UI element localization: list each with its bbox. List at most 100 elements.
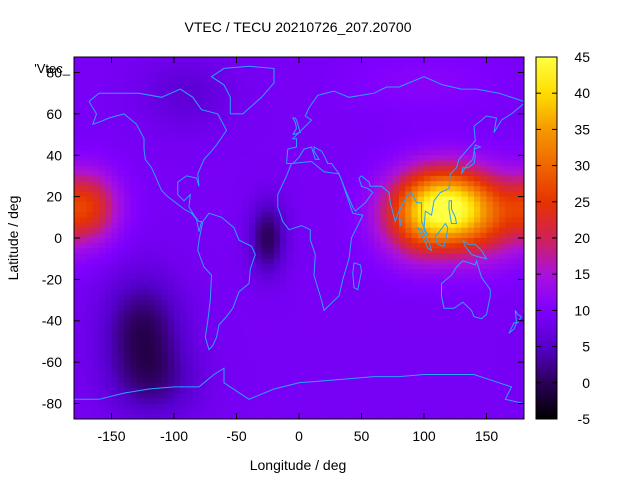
heatmap-cell <box>374 62 381 68</box>
heatmap-cell <box>180 398 188 405</box>
heatmap-cell <box>199 320 206 327</box>
heatmap-cell <box>380 113 388 120</box>
heatmap-cell <box>474 289 481 296</box>
heatmap-cell <box>424 274 431 280</box>
heatmap-cell <box>449 175 456 182</box>
heatmap-cell <box>424 67 431 74</box>
heatmap-cell <box>436 191 444 198</box>
heatmap-cell <box>380 227 388 234</box>
heatmap-cell <box>217 150 225 156</box>
heatmap-cell <box>74 67 81 74</box>
heatmap-cell <box>424 294 431 301</box>
heatmap-cell <box>405 160 413 167</box>
heatmap-cell <box>86 82 94 89</box>
heatmap-cell <box>99 72 106 79</box>
heatmap-cell <box>380 88 388 94</box>
heatmap-cell <box>417 238 425 244</box>
heatmap-cell <box>305 170 313 177</box>
heatmap-cell <box>274 362 281 368</box>
heatmap-cell <box>411 206 419 213</box>
heatmap-cell <box>430 362 438 368</box>
heatmap-cell <box>142 393 150 399</box>
heatmap-cell <box>480 341 488 348</box>
heatmap-cell <box>355 206 363 213</box>
heatmap-cell <box>449 315 456 322</box>
heatmap-cell <box>492 356 500 363</box>
heatmap-cell <box>424 124 431 130</box>
heatmap-cell <box>99 320 106 327</box>
heatmap-cell <box>130 263 138 270</box>
heatmap-cell <box>467 238 475 244</box>
heatmap-cell <box>355 336 363 343</box>
heatmap-cell <box>305 155 313 162</box>
heatmap-cell <box>317 62 325 68</box>
heatmap-cell <box>511 212 519 218</box>
heatmap-cell <box>405 108 413 115</box>
heatmap-cell <box>161 269 169 275</box>
heatmap-cell <box>280 191 288 198</box>
heatmap-cell <box>236 93 244 99</box>
heatmap-cell <box>186 351 194 358</box>
heatmap-cell <box>255 72 263 79</box>
heatmap-cell <box>274 263 281 270</box>
heatmap-cell <box>499 305 506 311</box>
heatmap-cell <box>449 362 456 368</box>
heatmap-cell <box>261 315 269 322</box>
heatmap-cell <box>167 408 175 415</box>
heatmap-cell <box>274 98 281 105</box>
heatmap-cell <box>274 227 281 234</box>
heatmap-cell <box>242 372 250 379</box>
heatmap-cell <box>80 170 88 177</box>
heatmap-cell <box>230 413 238 419</box>
heatmap-cell <box>380 315 388 322</box>
heatmap-cell <box>230 398 238 405</box>
heatmap-cell <box>274 165 281 172</box>
heatmap-cell <box>492 124 500 130</box>
heatmap-cell <box>486 175 494 182</box>
heatmap-cell <box>86 377 94 384</box>
heatmap-cell <box>461 212 469 218</box>
heatmap-cell <box>324 165 331 172</box>
heatmap-cell <box>342 212 350 218</box>
heatmap-cell <box>174 150 181 156</box>
heatmap-cell <box>74 98 81 105</box>
heatmap-cell <box>230 196 238 203</box>
heatmap-cell <box>267 191 275 198</box>
heatmap-cell <box>80 72 88 79</box>
heatmap-cell <box>230 160 238 167</box>
heatmap-cell <box>186 305 194 311</box>
heatmap-cell <box>492 191 500 198</box>
heatmap-cell <box>292 320 300 327</box>
heatmap-cell <box>411 336 419 343</box>
heatmap-cell <box>436 362 444 368</box>
heatmap-cell <box>111 72 119 79</box>
heatmap-cell <box>105 191 113 198</box>
heatmap-cell <box>199 243 206 249</box>
heatmap-cell <box>330 331 338 337</box>
heatmap-cell <box>361 62 369 68</box>
heatmap-cell <box>74 82 81 89</box>
heatmap-cell <box>505 119 513 125</box>
heatmap-cell <box>492 62 500 68</box>
heatmap-cell <box>461 144 469 151</box>
heatmap-cell <box>261 82 269 89</box>
heatmap-cell <box>180 57 188 63</box>
heatmap-cell <box>111 398 119 405</box>
heatmap-cell <box>486 227 494 234</box>
heatmap-cell <box>199 351 206 358</box>
heatmap-cell <box>255 243 263 249</box>
heatmap-cell <box>380 98 388 105</box>
heatmap-cell <box>86 72 94 79</box>
heatmap-cell <box>517 284 524 291</box>
heatmap-cell <box>286 191 294 198</box>
heatmap-cell <box>111 82 119 89</box>
heatmap-cell <box>186 382 194 389</box>
heatmap-cell <box>130 238 138 244</box>
heatmap-cell <box>436 129 444 136</box>
heatmap-cell <box>217 408 225 415</box>
heatmap-cell <box>261 232 269 239</box>
heatmap-cell <box>505 67 513 74</box>
heatmap-cell <box>467 165 475 172</box>
heatmap-cell <box>192 196 200 203</box>
heatmap-cell <box>242 144 250 151</box>
